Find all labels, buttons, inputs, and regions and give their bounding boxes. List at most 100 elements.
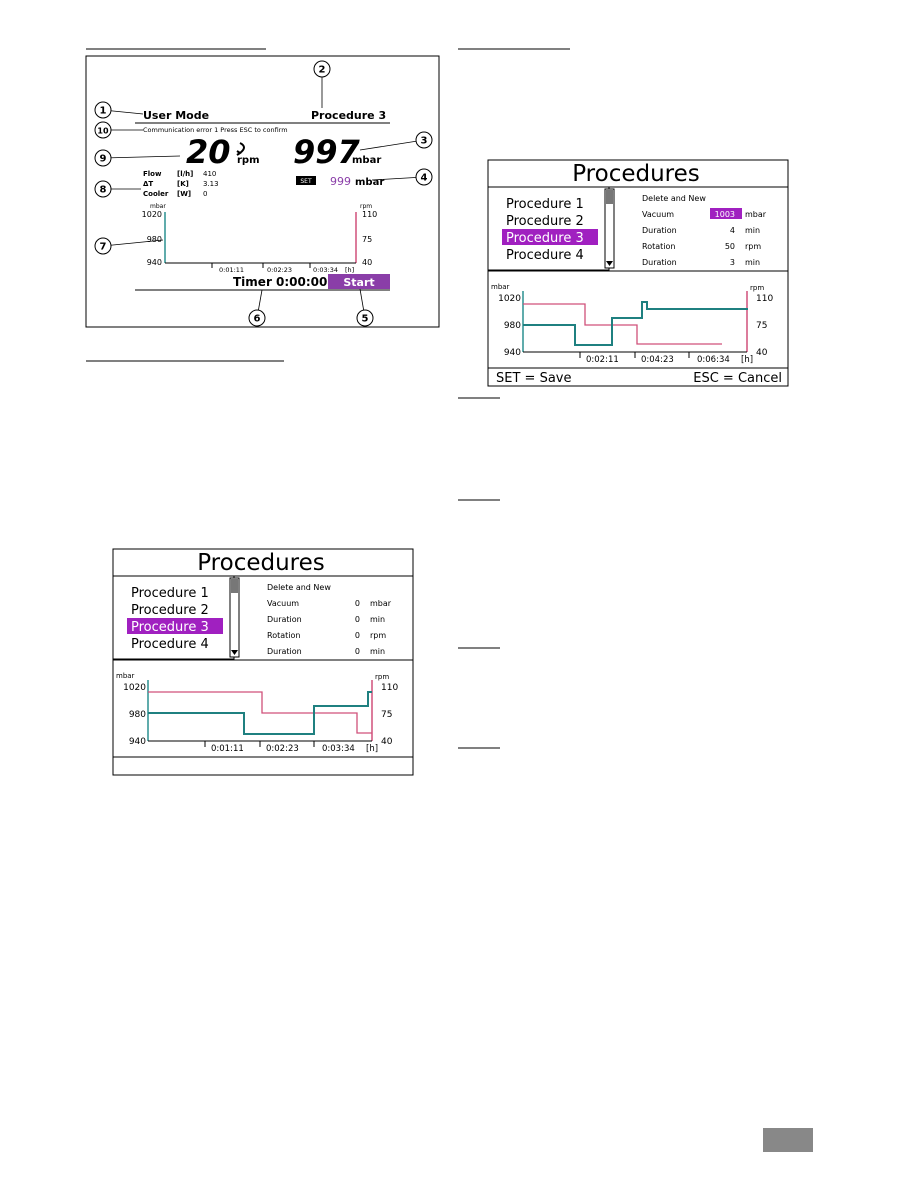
param-unit: min [370,615,385,624]
params-heading: Delete and New [267,583,331,592]
param-label: Duration [267,615,302,624]
axis-tick: 1020 [498,294,521,304]
scroll-arrow [231,650,238,655]
footer-save: SET = Save [496,371,571,386]
text-shape: mbar [355,177,384,188]
screen-frame [112,548,414,776]
callout-number: 10 [97,127,109,136]
list-item: Procedure 1 [506,197,584,212]
text-shape: Timer 0:00:00 [233,275,327,289]
time-label: [h] [366,744,378,754]
section-rules [86,48,570,749]
axis-tick: 110 [362,210,377,219]
rotation-profile [523,301,748,346]
axis-tick: 1020 [142,210,162,219]
text-shape: Communication error 1 Press ESC to confi… [143,126,288,134]
axis-unit: rpm [375,673,389,681]
callout-number: 5 [362,314,369,325]
param-label: Rotation [642,242,675,251]
axis-tick: 75 [381,710,392,720]
text-shape: rpm [237,155,260,166]
time-label: [h] [741,355,753,365]
text-shape: mbar [352,155,381,166]
axis-unit: rpm [360,203,372,210]
reading-value: 410 [203,170,216,178]
screen-title: Procedures [572,161,700,187]
callout-number: 1 [100,106,107,117]
axis-tick: 40 [756,348,768,358]
param-value: 3 [730,258,735,267]
param-label: Vacuum [267,599,299,608]
callout-number: 6 [254,314,261,325]
axis-tick: 75 [756,321,767,331]
callout-number: 8 [100,185,107,196]
reading-label: Cooler [143,190,169,198]
param-label: Vacuum [642,210,674,219]
text-shape: 20 [186,133,231,171]
axis-unit: rpm [750,284,764,292]
scroll-thumb [606,190,613,204]
rect-shape [328,274,390,289]
time-label: [h] [345,266,354,274]
list-item: Procedure 2 [131,603,209,618]
callout-leader [102,155,181,159]
callout-number: 9 [100,154,107,165]
screen-procedures-edit: Procedures Procedure 1 Procedure 2 Procedur… [487,159,789,387]
axis-tick: 940 [147,258,162,267]
list-item: Procedure 3 [506,231,584,246]
callout-number: 3 [421,136,428,147]
rotation-profile [148,691,372,735]
reading-label: ΔT [143,180,153,188]
list-item: Procedure 4 [506,248,584,263]
axis-tick: 980 [504,321,521,331]
reading-unit: [W] [177,190,191,198]
reading-value: 3.13 [203,180,219,188]
time-label: 0:02:23 [267,266,292,274]
text-shape: 997 [293,133,361,171]
text-shape: Procedure 3 [311,109,386,122]
time-label: 0:04:23 [641,355,674,365]
callout-circle [313,60,331,78]
callout-circle [415,168,433,186]
param-value: 50 [725,242,735,251]
params-heading: Delete and New [642,194,706,203]
callout-circle [94,121,112,139]
axis-tick: 110 [756,294,773,304]
list-item: Procedure 1 [131,586,209,601]
time-label: 0:02:11 [586,355,619,365]
callout-circle [94,101,112,119]
axis-tick: 40 [381,737,393,747]
page-number-box [763,1128,813,1152]
axis-unit: mbar [116,672,135,680]
param-value: 1003 [715,210,735,219]
reading-unit: [K] [177,180,189,188]
axis-tick: 980 [129,710,146,720]
text-shape: Start [343,276,374,289]
text-shape: User Mode [143,109,209,122]
list-item: Procedure 4 [131,637,209,652]
callout-number: 4 [421,173,428,184]
scrollbar [229,577,240,658]
axis-unit: mbar [150,203,166,210]
rect-shape [296,176,316,185]
axis-tick: 940 [129,737,146,747]
text-shape: 999 [330,175,351,188]
param-value: 0 [355,647,360,656]
param-unit: min [745,258,760,267]
param-value: 0 [355,631,360,640]
param-label: Duration [642,226,677,235]
axis-tick: 40 [362,258,372,267]
param-unit: mbar [370,599,392,608]
param-unit: rpm [370,631,386,640]
selection [127,618,223,634]
param-unit: mbar [745,210,767,219]
param-value: 0 [355,599,360,608]
screen-title: Procedures [197,550,325,576]
scroll-arrow [606,261,613,266]
time-label: 0:01:11 [211,744,244,754]
callout-circle [94,149,112,167]
axis-tick: 940 [504,348,521,358]
param-label: Duration [642,258,677,267]
axis-tick: 75 [362,235,372,244]
time-label: 0:03:34 [313,266,338,274]
